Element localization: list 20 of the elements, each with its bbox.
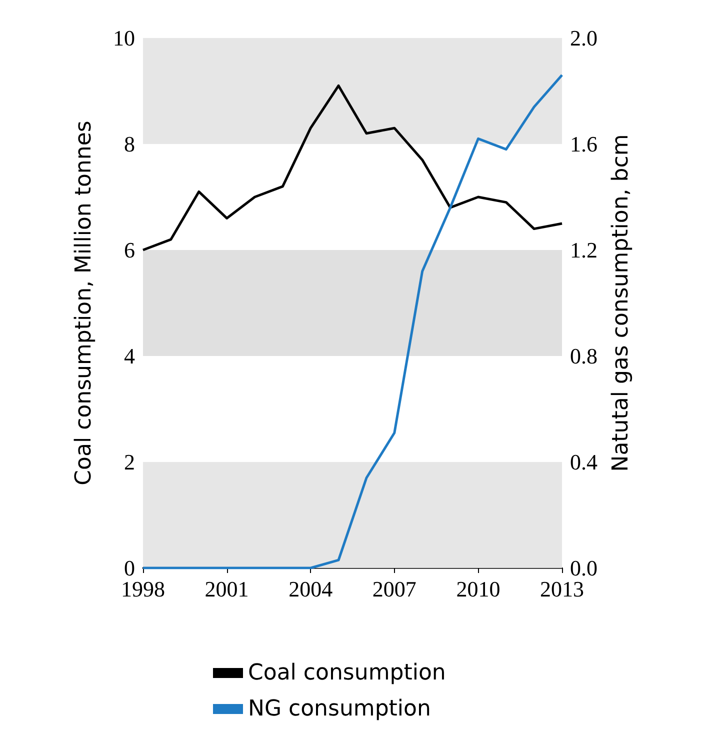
x-tick-label: 2007 <box>372 576 416 602</box>
y2-tick-label: 1.6 <box>570 132 598 156</box>
y2-tick-label: 1.2 <box>570 238 598 262</box>
line-series <box>142 74 564 570</box>
y-tick-label: 10 <box>113 26 135 50</box>
y-tick-label: 6 <box>124 238 135 262</box>
legend-label: Coal consumption <box>248 660 446 686</box>
legend-label: NG consumption <box>248 696 431 722</box>
x-tick-label: 2010 <box>456 576 500 602</box>
y-tick-label: 4 <box>124 344 135 368</box>
line-series <box>142 84 564 252</box>
y2-axis-title: Natutal gas consumption, bcm <box>608 134 634 472</box>
y2-tick-label: 0.4 <box>570 450 598 474</box>
x-tick-label: 2001 <box>204 576 249 602</box>
x-tick-label: 2004 <box>288 576 333 602</box>
y-axis-title: Coal consumption, Million tonnes <box>72 120 96 486</box>
y2-tick-label: 0.8 <box>570 344 598 368</box>
y-tick-label: 8 <box>124 132 135 156</box>
y-tick-label: 2 <box>124 450 135 474</box>
y2-tick-label: 2.0 <box>570 26 598 50</box>
